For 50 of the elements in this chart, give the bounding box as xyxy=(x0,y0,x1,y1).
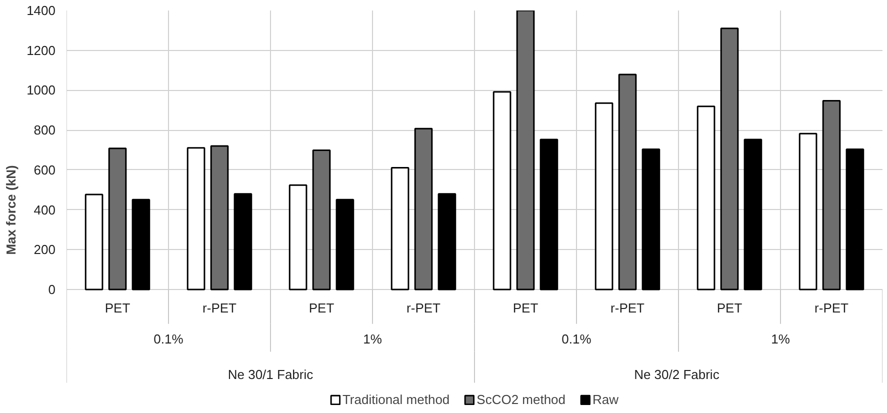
text: Ne 30/2 Fabric xyxy=(634,367,720,382)
bar xyxy=(414,128,433,290)
bar xyxy=(540,138,558,290)
bar xyxy=(720,28,739,290)
legend-label: Traditional method xyxy=(342,392,450,407)
y-tick-label: 1200 xyxy=(26,42,56,58)
bar xyxy=(822,100,841,290)
y-tick-label: 800 xyxy=(34,122,56,138)
bar xyxy=(288,184,308,290)
bar xyxy=(798,132,818,290)
legend-label: ScCO2 method xyxy=(476,392,566,407)
x-tick-label: PET xyxy=(104,300,130,316)
x-tick-label: r-PET xyxy=(814,300,849,316)
y-tick-label: 200 xyxy=(34,242,56,258)
legend-label: Raw xyxy=(592,392,619,407)
y-tick-label: 1000 xyxy=(26,82,56,98)
y-tick-label: 400 xyxy=(34,202,56,218)
bar xyxy=(390,167,410,290)
bar xyxy=(84,194,104,290)
text: 1% xyxy=(771,332,790,347)
bar xyxy=(696,106,716,290)
text: 0.1% xyxy=(562,332,592,347)
y-tick-label: 1400 xyxy=(26,3,56,18)
bar xyxy=(108,148,127,290)
bar xyxy=(516,10,535,290)
y-tick-label: 0 xyxy=(48,282,56,298)
bar xyxy=(846,148,864,290)
bar xyxy=(234,193,252,290)
bar xyxy=(336,198,354,290)
bar xyxy=(210,145,229,290)
bar xyxy=(744,138,762,290)
bar xyxy=(492,91,512,290)
text: 0.1% xyxy=(154,332,184,347)
x-tick-label: r-PET xyxy=(202,300,237,316)
bar xyxy=(438,193,456,290)
y-tick-label: 600 xyxy=(34,162,56,178)
x-tick-label: r-PET xyxy=(406,300,441,316)
bar xyxy=(132,198,150,290)
x-tick-label: r-PET xyxy=(610,300,645,316)
text: 1% xyxy=(363,332,382,347)
bar xyxy=(642,148,660,290)
text: Ne 30/1 Fabric xyxy=(228,367,314,382)
x-tick-label: PET xyxy=(308,300,334,316)
bar xyxy=(618,74,637,290)
bar xyxy=(312,149,331,290)
x-tick-label: PET xyxy=(716,300,742,316)
x-tick-label: PET xyxy=(512,300,538,316)
y-axis-title: Max force (kN) xyxy=(4,165,19,255)
bar xyxy=(594,102,614,290)
bar xyxy=(186,147,206,290)
